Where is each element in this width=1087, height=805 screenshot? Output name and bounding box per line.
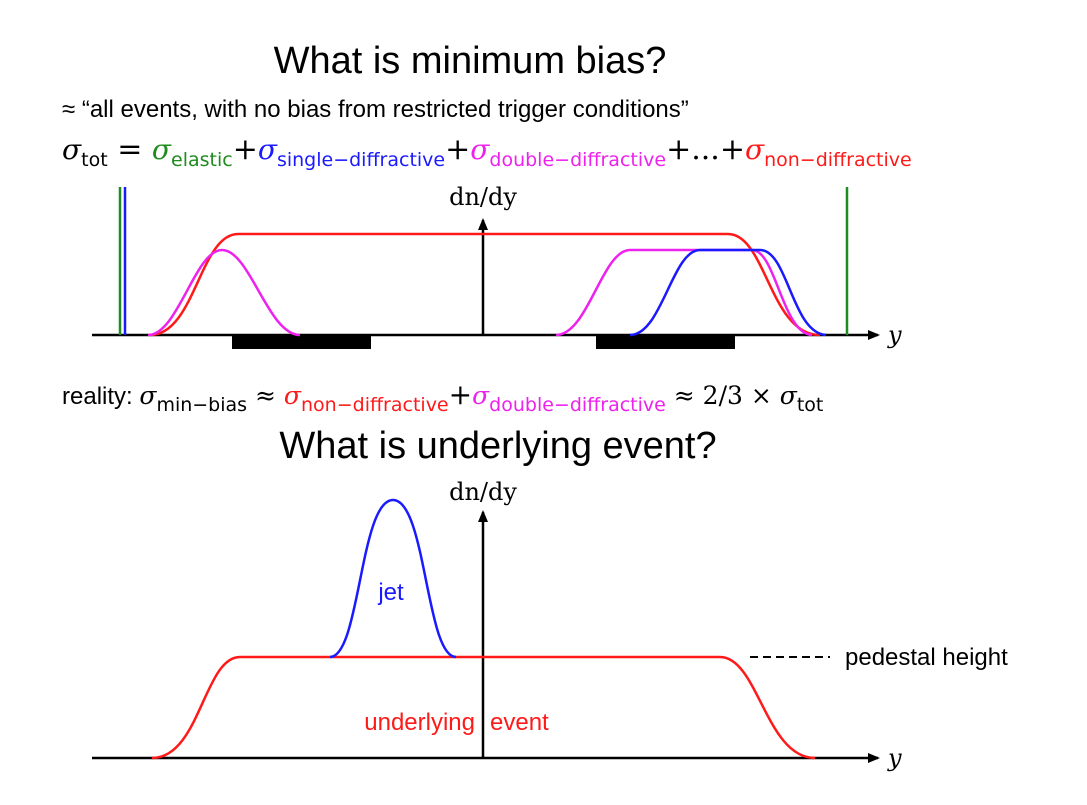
sigma-symbol: σ xyxy=(470,133,490,166)
elastic-subscript: elastic xyxy=(171,149,233,171)
detector-bar-right xyxy=(596,335,735,349)
non-diffractive-curve xyxy=(149,232,821,337)
minimum-bias-diagram: dn/dy y xyxy=(92,183,902,349)
reality-equation: reality: σmin−bias ≈ σnon−diffractive+σd… xyxy=(62,378,823,416)
cross-section-equation: σtot = σelastic+σsingle−diffractive+σdou… xyxy=(62,132,912,171)
x-axis-label: y xyxy=(887,321,902,349)
sigma-symbol: σ xyxy=(744,133,765,166)
minimum-bias-definition: ≈ “all events, with no bias from restric… xyxy=(62,96,689,123)
underlying-event-curve xyxy=(151,655,816,760)
single-diffractive-subscript: single−diffractive xyxy=(276,149,446,171)
sigma-symbol: σ xyxy=(257,133,277,166)
pedestal-height-label: pedestal height xyxy=(845,644,1008,671)
detector-bar-left xyxy=(232,335,371,349)
jet-curve xyxy=(329,498,457,659)
x-axis-label: y xyxy=(887,744,902,772)
min-bias-subscript: min−bias xyxy=(156,394,248,416)
non-diffractive-subscript: non−diffractive xyxy=(764,149,912,171)
double-diffractive-subscript: double−diffractive xyxy=(489,149,667,171)
single-diffractive-curve-right xyxy=(629,248,827,337)
tot-subscript: tot xyxy=(81,149,108,171)
non-diffractive-subscript: non−diffractive xyxy=(301,394,449,416)
tot-subscript: tot xyxy=(796,394,824,416)
sigma-symbol: σ xyxy=(139,381,157,410)
jet-label: jet xyxy=(377,579,404,606)
sigma-symbol: σ xyxy=(283,381,301,410)
sigma-symbol: σ xyxy=(62,133,82,166)
y-axis-label: dn/dy xyxy=(449,478,517,506)
plus-sign: + xyxy=(445,132,471,167)
double-diffractive-subscript: double−diffractive xyxy=(489,394,666,416)
double-diffractive-curve-right xyxy=(555,248,813,337)
underlying-event-diagram: dn/dy y jet pedestal height underlying e… xyxy=(92,478,1008,772)
reality-prefix: reality: xyxy=(62,383,140,410)
sigma-symbol: σ xyxy=(151,133,171,166)
slide-title-underlying-event: What is underlying event? xyxy=(279,425,717,467)
equals-sign: = xyxy=(107,132,152,167)
sigma-symbol: σ xyxy=(472,381,490,410)
sigma-symbol: σ xyxy=(779,381,797,410)
double-diffractive-curve-left xyxy=(147,248,301,337)
approx-sign: ≈ xyxy=(247,381,284,410)
plus-sign: + xyxy=(666,132,692,167)
plus-sign: + xyxy=(232,132,258,167)
event-label: event xyxy=(490,709,549,736)
two-thirds-factor: ≈ 2/3 × xyxy=(665,381,780,410)
slide-title-minimum-bias: What is minimum bias? xyxy=(273,40,667,82)
underlying-label: underlying xyxy=(364,709,475,736)
plus-sign: + xyxy=(448,378,473,411)
plus-sign: + xyxy=(719,132,745,167)
y-axis-label: dn/dy xyxy=(449,183,517,211)
ellipsis: ... xyxy=(691,132,720,167)
